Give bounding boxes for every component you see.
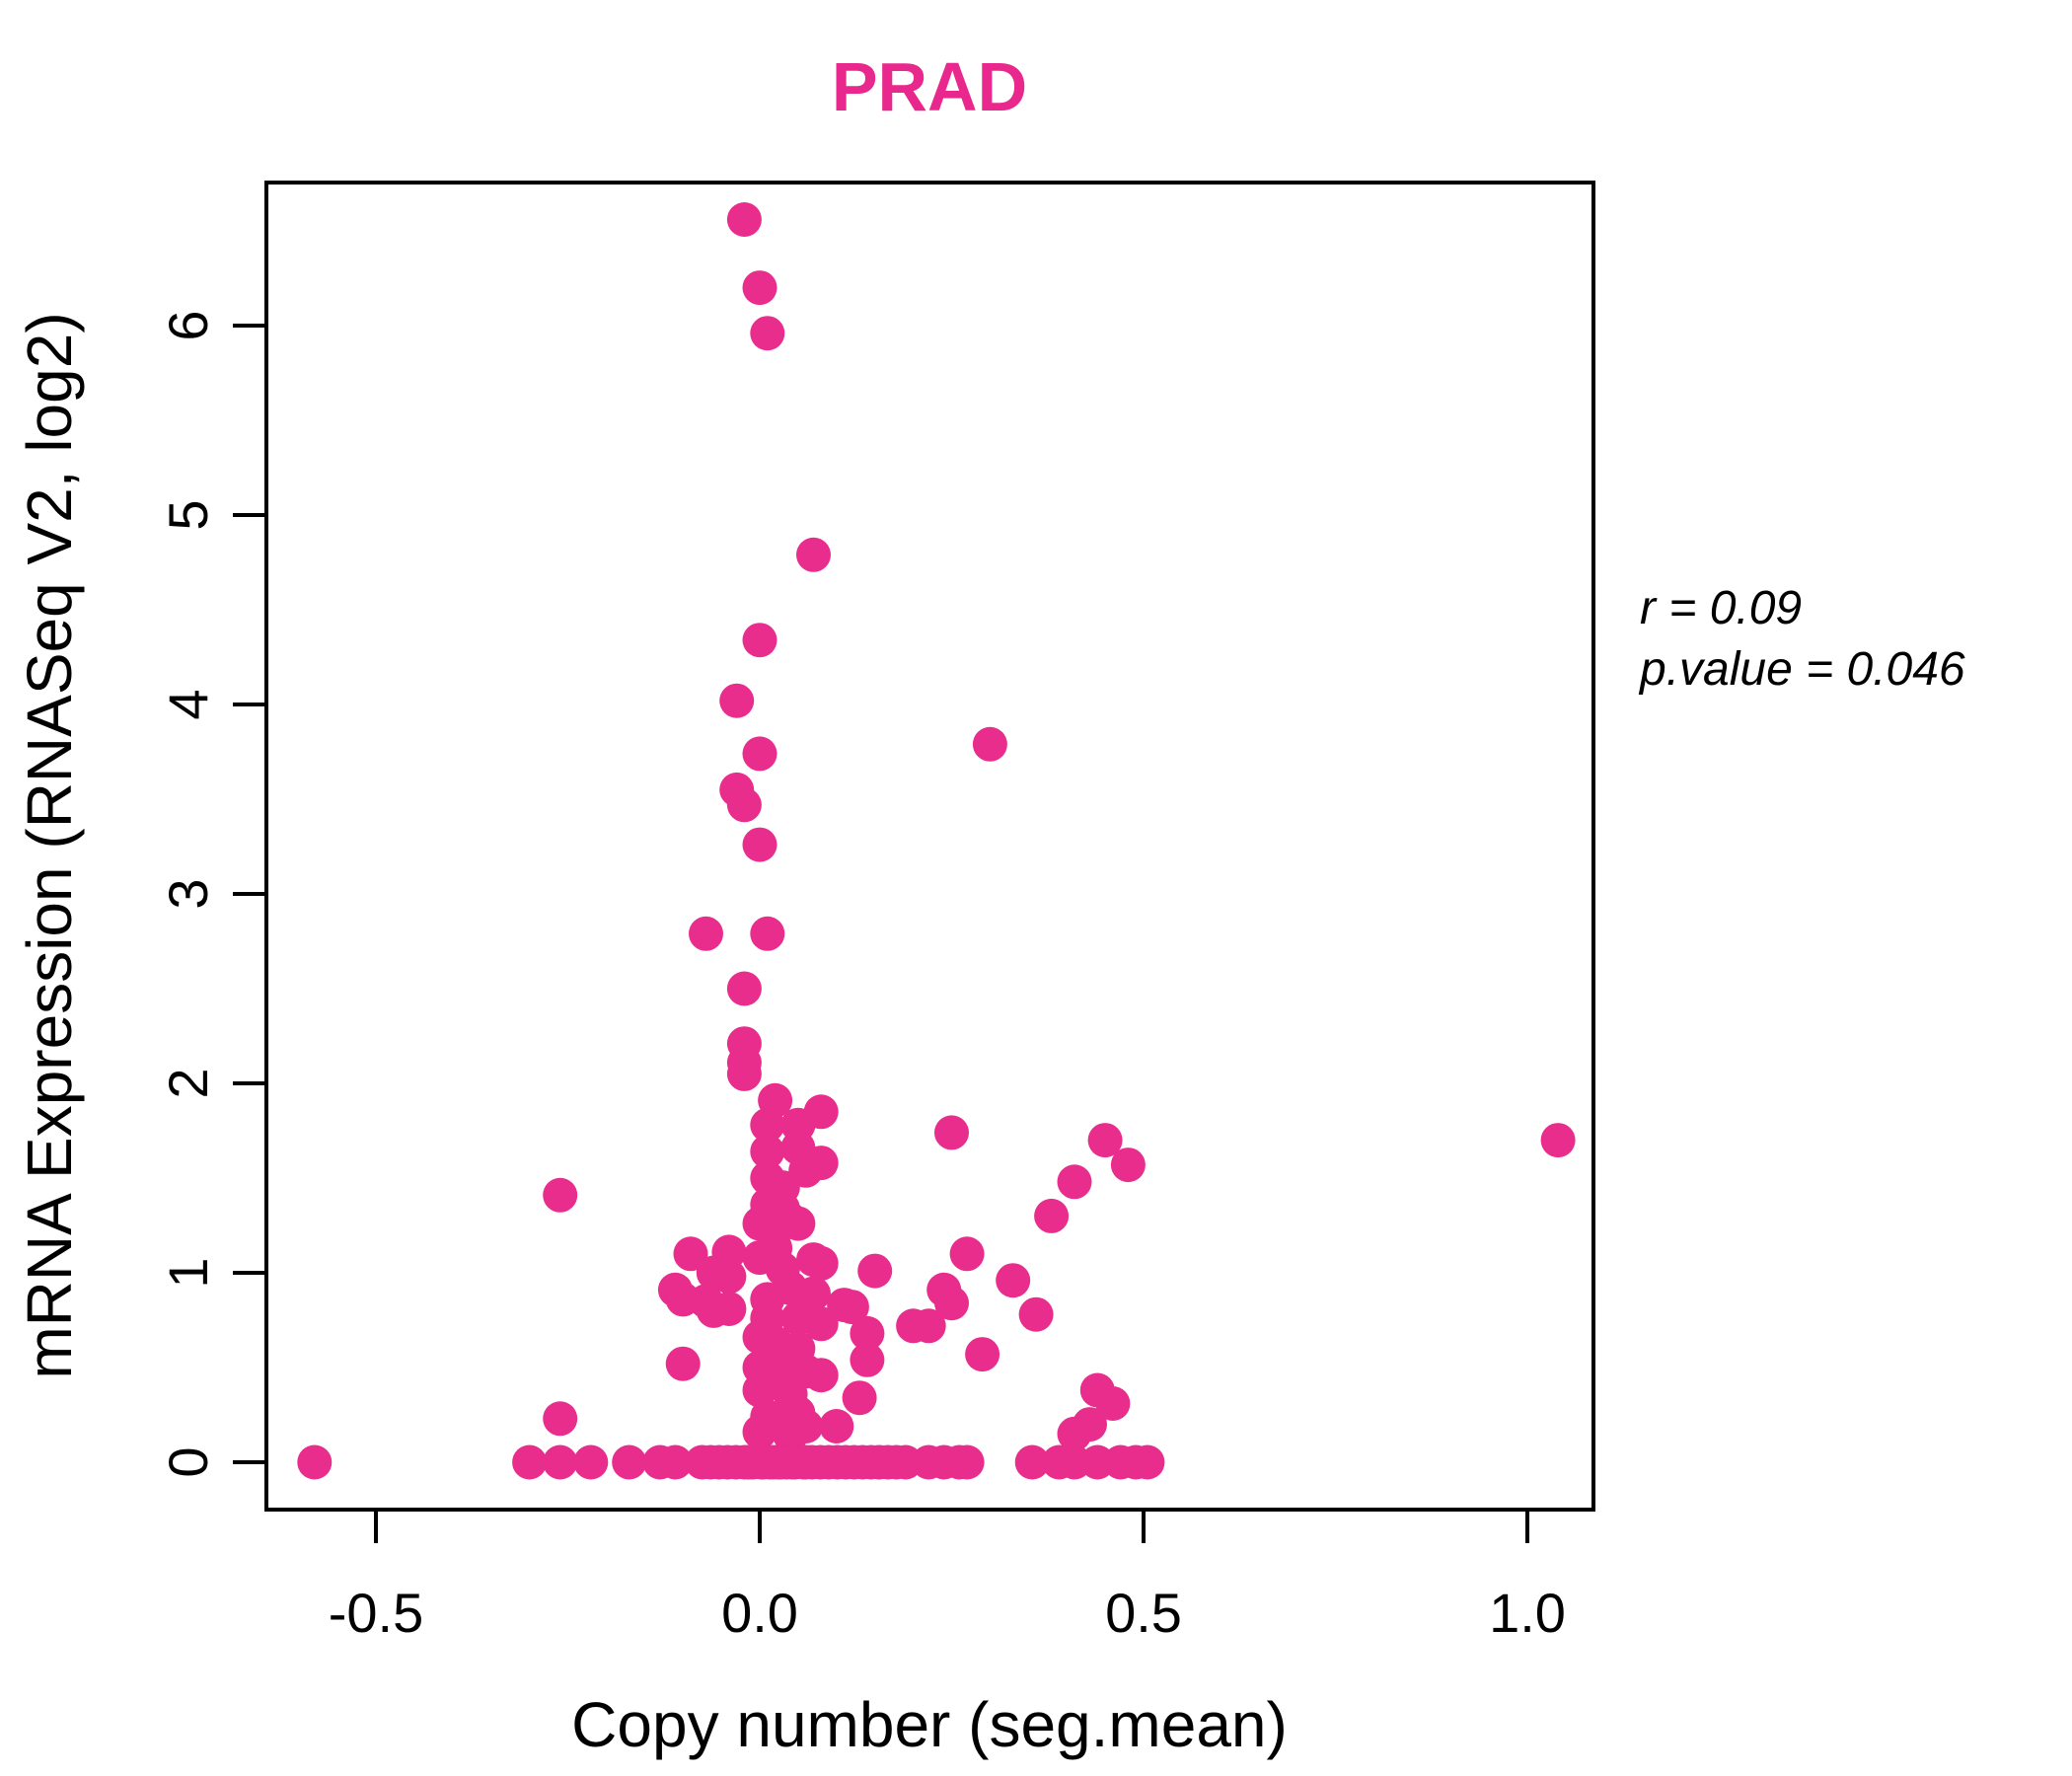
data-point	[1087, 1123, 1123, 1158]
data-point	[512, 1444, 548, 1480]
data-point	[1014, 1444, 1050, 1480]
data-point	[657, 1444, 693, 1480]
y-tick-label: 0	[157, 1446, 219, 1477]
data-point	[1018, 1296, 1054, 1332]
data-point	[673, 1236, 708, 1272]
y-tick-label: 4	[157, 689, 219, 719]
data-point	[543, 1177, 578, 1213]
x-axis-ticks: -0.5 0.0 0.5 1.0	[329, 1510, 1566, 1644]
data-point	[803, 1358, 839, 1393]
y-tick-label: 5	[157, 499, 219, 530]
data-point	[850, 1315, 885, 1351]
data-point	[742, 623, 777, 658]
data-point	[665, 1346, 701, 1381]
data-point	[996, 1263, 1031, 1298]
data-point	[612, 1444, 647, 1480]
y-tick-label: 3	[157, 878, 219, 909]
x-tick-label: 0.0	[721, 1582, 798, 1644]
x-tick-label: -0.5	[329, 1582, 424, 1644]
y-tick-label: 1	[157, 1257, 219, 1288]
data-point	[803, 1306, 839, 1342]
data-point	[934, 1115, 969, 1150]
pvalue-annotation: p.value = 0.046	[1638, 643, 1965, 696]
data-point	[726, 787, 762, 823]
data-point	[573, 1444, 609, 1480]
data-point	[1057, 1416, 1092, 1451]
data-point	[1130, 1444, 1165, 1480]
data-point	[742, 827, 777, 862]
data-point	[1057, 1164, 1092, 1200]
data-point	[750, 916, 785, 951]
correlation-r-annotation: r = 0.09	[1640, 582, 1802, 634]
data-point	[1110, 1147, 1146, 1183]
data-point	[742, 1414, 777, 1449]
plot-area-border	[264, 181, 1595, 1512]
y-axis-label: mRNA Expression (RNASeq V2, log2)	[14, 312, 85, 1378]
data-point	[543, 1444, 578, 1480]
data-point	[842, 1380, 877, 1416]
data-point	[1540, 1123, 1576, 1158]
data-point	[788, 1409, 824, 1443]
data-point	[1095, 1386, 1131, 1421]
data-point	[819, 1409, 854, 1443]
data-point	[297, 1444, 333, 1480]
data-point	[742, 736, 777, 772]
data-point	[696, 1255, 731, 1291]
data-point	[949, 1236, 985, 1272]
data-point	[742, 270, 777, 306]
data-point	[1034, 1198, 1070, 1233]
data-point	[850, 1342, 885, 1377]
data-point	[796, 537, 831, 572]
x-tick-label: 1.0	[1489, 1582, 1566, 1644]
data-points	[297, 202, 1576, 1480]
data-point	[742, 1372, 777, 1408]
data-point	[857, 1253, 893, 1289]
data-point	[796, 1276, 831, 1311]
data-point	[750, 316, 785, 351]
data-point	[972, 726, 1007, 762]
y-tick-label: 6	[157, 310, 219, 340]
data-point	[796, 1242, 831, 1278]
data-point	[726, 202, 762, 237]
data-point	[911, 1308, 946, 1344]
data-point	[719, 683, 755, 718]
data-point	[750, 1134, 785, 1169]
data-point	[934, 1286, 969, 1321]
data-point	[665, 1282, 701, 1317]
data-point	[780, 1206, 816, 1241]
data-point	[543, 1401, 578, 1437]
x-axis-label: Copy number (seg.mean)	[571, 1689, 1288, 1760]
plot-title: PRAD	[832, 48, 1027, 125]
data-point	[750, 1107, 785, 1143]
data-point	[788, 1444, 824, 1480]
data-point	[965, 1337, 1000, 1372]
y-axis-ticks: 0 1 2 3 4 5 6	[157, 310, 266, 1478]
y-tick-label: 2	[157, 1068, 219, 1098]
data-point	[726, 1056, 762, 1091]
data-point	[689, 916, 723, 951]
data-point	[726, 971, 762, 1006]
x-tick-label: 0.5	[1105, 1582, 1182, 1644]
data-point	[696, 1293, 731, 1328]
data-point	[949, 1444, 985, 1480]
data-point	[827, 1288, 862, 1323]
